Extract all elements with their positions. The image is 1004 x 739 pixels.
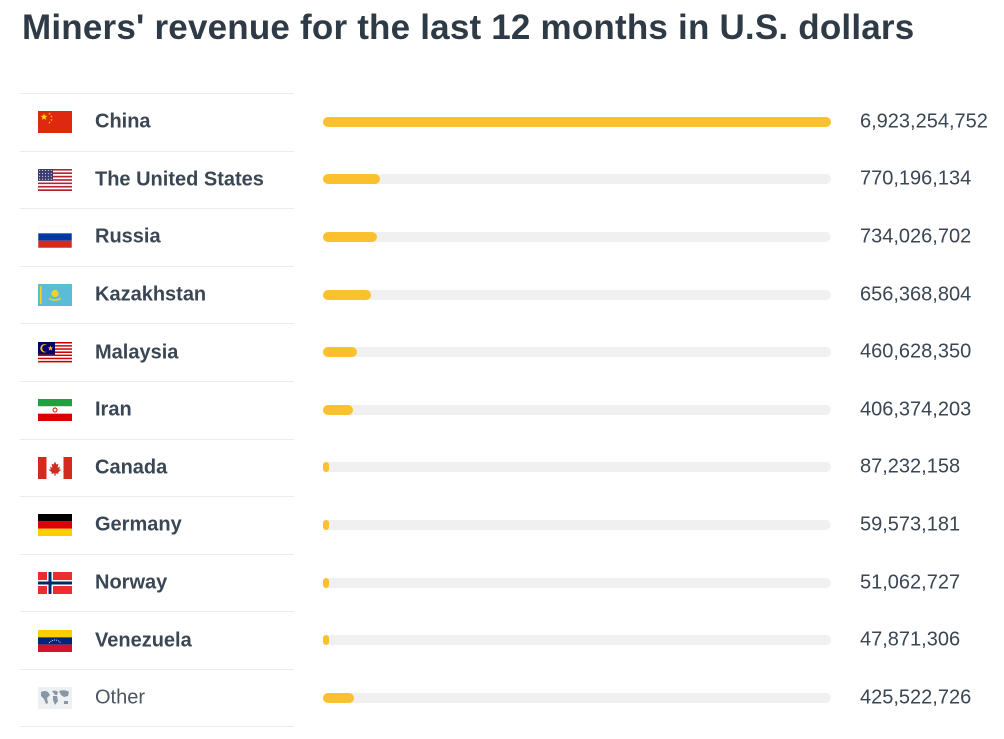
row-norway: Norway 51,062,727 (20, 553, 1004, 612)
russia-flag-icon (38, 226, 72, 249)
malaysia-flag-icon (38, 341, 72, 364)
row-china: China 6,923,254,752 (20, 93, 1004, 151)
country-cell-the-united-states: The United States (20, 150, 294, 209)
bar-track-the-united-states (323, 174, 831, 185)
china-flag-icon (38, 111, 72, 134)
bar-track-malaysia (323, 347, 831, 358)
canada-flag-icon (38, 456, 72, 479)
tick-label-russia: Russia (95, 225, 161, 248)
data-label-venezuela: 47,871,306 (860, 628, 961, 651)
bar-china (323, 116, 831, 127)
country-cell-malaysia: Malaysia (20, 323, 294, 381)
country-cell-other: Other (20, 668, 294, 727)
country-cell-norway: Norway (20, 553, 294, 612)
row-germany: Germany 59,573,181 (20, 496, 1004, 554)
bar-canada (323, 462, 330, 473)
tick-label-malaysia: Malaysia (95, 341, 179, 364)
data-label-canada: 87,232,158 (860, 455, 961, 478)
bar-track-russia (323, 231, 831, 242)
bar-track-canada (323, 462, 831, 473)
bar-track-kazakhstan (323, 289, 831, 300)
country-cell-china: China (20, 93, 294, 151)
bar-track-germany (323, 519, 831, 530)
country-cell-canada: Canada (20, 438, 294, 497)
venezuela-flag-icon (38, 629, 72, 652)
row-other: Other 425,522,726 (20, 668, 1004, 727)
country-cell-russia: Russia (20, 208, 294, 266)
data-label-russia: 734,026,702 (860, 225, 972, 248)
tick-label-kazakhstan: Kazakhstan (95, 283, 207, 306)
bar-track-iran (323, 404, 831, 415)
bar-kazakhstan (323, 289, 372, 300)
country-cell-venezuela: Venezuela (20, 611, 294, 669)
row-canada: Canada 87,232,158 (20, 438, 1004, 497)
data-label-germany: 59,573,181 (860, 513, 961, 536)
bar-iran (323, 404, 353, 415)
country-cell-iran: Iran (20, 380, 294, 439)
data-label-other: 425,522,726 (860, 686, 972, 709)
row-malaysia: Malaysia 460,628,350 (20, 323, 1004, 381)
tick-label-other: Other (95, 686, 146, 709)
bar-germany (323, 519, 329, 530)
tick-label-venezuela: Venezuela (95, 629, 192, 652)
iran-flag-icon (38, 399, 72, 422)
data-label-malaysia: 460,628,350 (860, 340, 972, 363)
bar-track-venezuela (323, 635, 831, 646)
data-label-the-united-states: 770,196,134 (860, 167, 972, 190)
bar-track-china (323, 116, 831, 127)
country-cell-germany: Germany (20, 496, 294, 554)
tick-label-the-united-states: The United States (95, 168, 264, 191)
row-russia: Russia 734,026,702 (20, 208, 1004, 266)
data-label-norway: 51,062,727 (860, 571, 961, 594)
usa-flag-icon (38, 168, 72, 191)
data-label-kazakhstan: 656,368,804 (860, 283, 972, 306)
bar-venezuela (323, 635, 329, 646)
data-label-china: 6,923,254,752 (860, 110, 988, 133)
row-venezuela: Venezuela 47,871,306 (20, 611, 1004, 669)
kazakhstan-flag-icon (38, 284, 72, 307)
row-iran: Iran 406,374,203 (20, 380, 1004, 439)
country-revenue-list: China 6,923,254,752 The United States 770,1… (20, 93, 1004, 727)
data-label-iran: 406,374,203 (860, 398, 972, 421)
bar-the-united-states (323, 174, 380, 185)
tick-label-china: China (95, 110, 151, 133)
bar-russia (323, 231, 377, 242)
bar-malaysia (323, 347, 357, 358)
chart-title: Miners' revenue for the last 12 months i… (22, 8, 915, 47)
tick-label-iran: Iran (95, 398, 132, 421)
norway-flag-icon (38, 572, 72, 595)
row-the-united-states: The United States 770,196,134 (20, 150, 1004, 209)
tick-label-germany: Germany (95, 513, 182, 536)
row-kazakhstan: Kazakhstan 656,368,804 (20, 265, 1004, 324)
world-map-icon (38, 686, 72, 709)
bar-track-norway (323, 577, 831, 588)
bar-norway (323, 577, 329, 588)
germany-flag-icon (38, 514, 72, 537)
tick-label-canada: Canada (95, 456, 168, 479)
bar-track-other (323, 692, 831, 703)
country-cell-kazakhstan: Kazakhstan (20, 265, 294, 324)
tick-label-norway: Norway (95, 571, 168, 594)
bar-other (323, 692, 355, 703)
